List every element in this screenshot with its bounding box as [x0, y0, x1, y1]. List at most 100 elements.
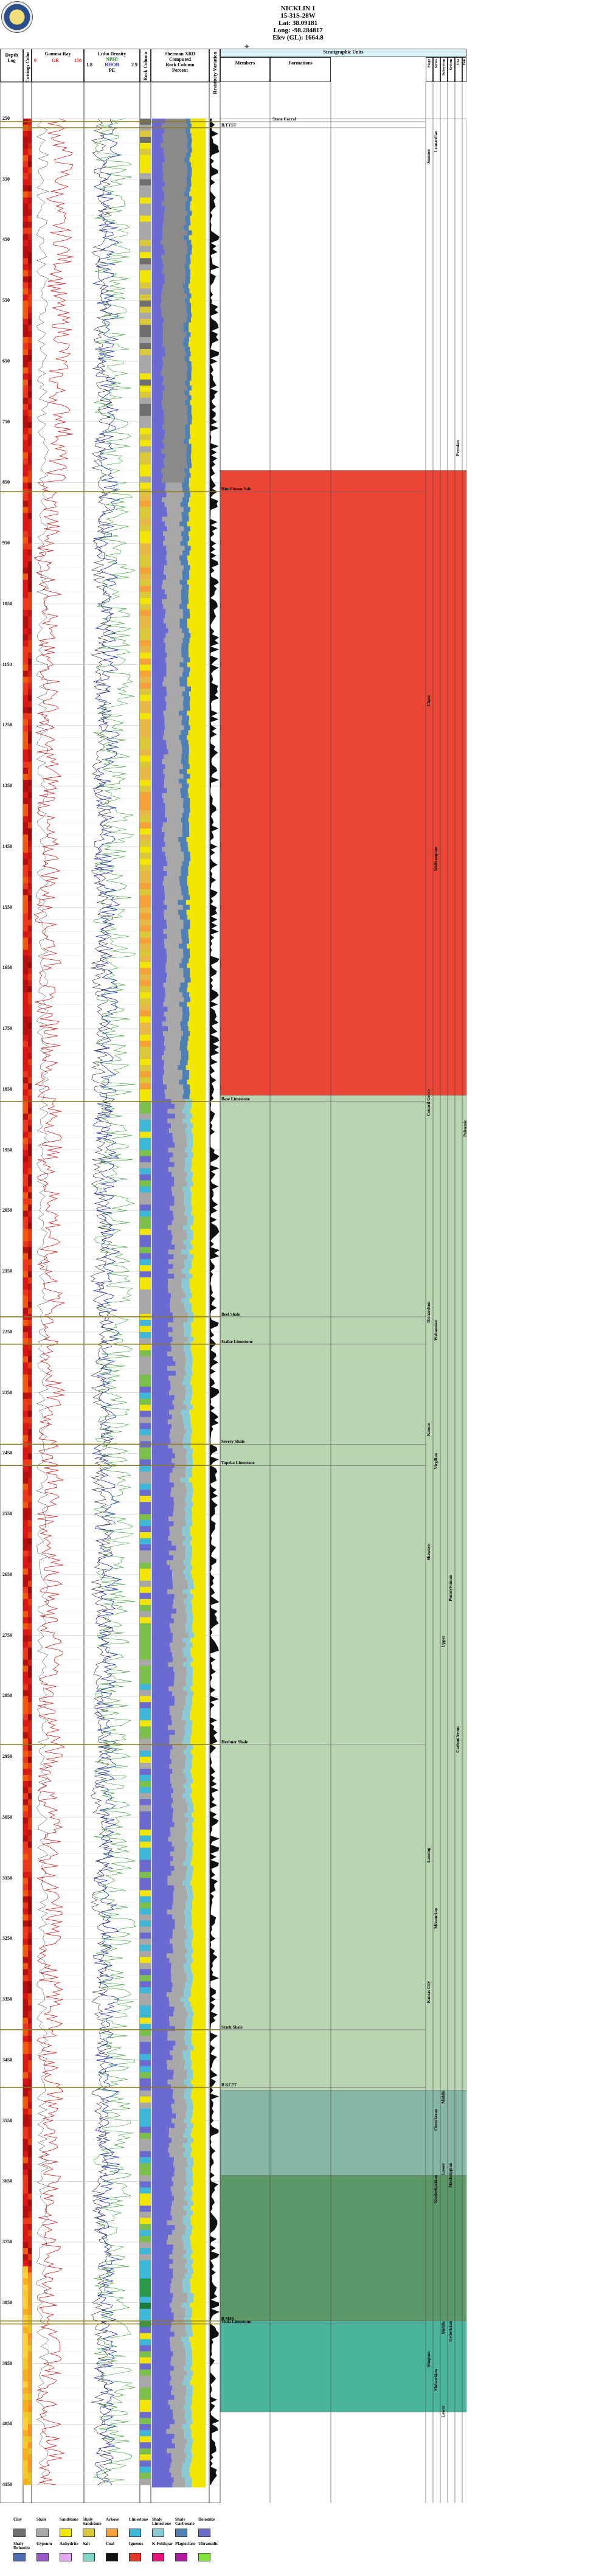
rock-column-cell	[140, 810, 151, 817]
xrd-bar-segment	[168, 628, 182, 634]
log-color-cell	[23, 628, 28, 635]
xrd-bar-segment	[152, 1327, 173, 1333]
xrd-bar-segment	[192, 2482, 206, 2488]
xrd-bar-segment	[185, 1904, 193, 1910]
xrd-bar-segment	[192, 2099, 206, 2105]
xrd-bar-segment	[187, 769, 206, 774]
xrd-bar-segment	[174, 1181, 187, 1187]
legend-swatch	[36, 2553, 49, 2561]
log-color-cell	[23, 2175, 28, 2182]
xrd-bar-segment	[152, 1914, 173, 1920]
xrd-bar-segment	[164, 565, 184, 571]
rock-column-cell	[140, 136, 151, 144]
rock-column-cell	[140, 1635, 151, 1642]
xrd-bar-segment	[185, 2400, 193, 2405]
log-color-cell	[23, 2035, 28, 2043]
xrd-bar-segment	[192, 1293, 206, 1299]
xrd-bar-segment	[189, 628, 206, 634]
xrd-bar-segment	[164, 128, 185, 134]
xrd-bar-segment	[190, 215, 206, 221]
log-color-cell	[23, 998, 28, 1005]
xrd-bar-segment	[152, 2089, 173, 2095]
xrd-bar-segment	[164, 147, 188, 153]
xrd-bar-segment	[152, 2356, 172, 2361]
xrd-bar-segment	[172, 1904, 186, 1910]
xrd-bar-segment	[184, 2196, 192, 2201]
xrd-bar-segment	[170, 2050, 183, 2056]
xrd-bar-segment	[187, 2258, 193, 2265]
xrd-bar-segment	[152, 890, 165, 896]
log-color-cell	[23, 1435, 28, 1442]
log-color-cell	[23, 1077, 28, 1084]
xrd-bar-segment	[190, 1662, 206, 1667]
xrd-bar-segment	[188, 870, 206, 877]
xrd-bar-segment	[152, 1361, 176, 1367]
rock-column-cell	[140, 2406, 151, 2412]
log-color-cell	[23, 701, 28, 708]
xrd-bar-segment	[182, 1793, 191, 1799]
rock-column-cell	[140, 1235, 151, 1241]
xrd-bar-segment	[190, 953, 206, 959]
xrd-bar-segment	[152, 2317, 174, 2323]
xrd-bar-segment	[170, 1749, 184, 1755]
xrd-bar-segment	[182, 749, 189, 755]
rock-column-cell	[140, 1059, 151, 1066]
xrd-bar-segment	[152, 2482, 173, 2488]
xrd-bar-segment	[184, 1812, 192, 1818]
xrd-bar-segment	[166, 662, 180, 668]
xrd-bar-segment	[165, 1094, 183, 1100]
depth-label: 950	[2, 540, 10, 546]
rock-column-cell	[140, 1374, 151, 1381]
log-color-cell	[23, 725, 28, 732]
xrd-bar-segment	[152, 909, 164, 915]
xrd-bar-segment	[190, 2254, 206, 2260]
xrd-bar-segment	[152, 1628, 171, 1633]
xrd-bar-segment	[152, 943, 165, 949]
xrd-bar-segment	[191, 443, 206, 450]
crosshair-icon[interactable]: ⌖	[244, 43, 249, 52]
xrd-bar-segment	[152, 1477, 170, 1483]
log-color-cell	[23, 2327, 28, 2334]
legend-label: Igneous	[129, 2541, 144, 2546]
xrd-bar-segment	[162, 356, 184, 362]
xrd-bar-segment	[152, 1274, 175, 1279]
xrd-bar-segment	[152, 1735, 170, 1740]
xrd-bar-segment	[192, 1642, 206, 1648]
xrd-bar-segment	[187, 502, 206, 507]
xrd-bar-segment	[152, 1841, 172, 1847]
xrd-bar-segment	[171, 1123, 187, 1129]
xrd-bar-segment	[187, 366, 192, 372]
xrd-bar-segment	[190, 2050, 206, 2056]
depth-label: 1350	[2, 783, 12, 789]
xrd-bar-segment	[192, 1555, 206, 1561]
xrd-bar-segment	[182, 831, 190, 838]
xrd-bar-segment	[179, 735, 187, 740]
xrd-bar-segment	[168, 1288, 183, 1294]
depth-label: 750	[2, 418, 10, 425]
xrd-bar-segment	[173, 1797, 186, 1804]
xrd-bar-segment	[173, 1512, 186, 1517]
rock-column-cell	[140, 1920, 151, 1927]
xrd-bar-segment	[152, 1482, 174, 1488]
xrd-bar-segment	[173, 2045, 189, 2051]
xrd-bar-segment	[193, 1172, 206, 1177]
log-color-cell	[23, 580, 28, 586]
xrd-bar-segment	[152, 332, 164, 338]
xrd-bar-segment	[170, 1647, 183, 1653]
rock-column-cell	[140, 919, 151, 926]
xrd-bar-segment	[152, 2395, 175, 2400]
xrd-bar-segment	[169, 1434, 184, 1439]
log-color-cell	[23, 1380, 28, 1387]
xrd-bar-segment	[185, 1875, 192, 1881]
xrd-bar-segment	[152, 1774, 171, 1779]
rock-column-cell	[140, 1150, 151, 1157]
xrd-bar-segment	[170, 1302, 185, 1308]
xrd-bar-segment	[152, 1288, 168, 1294]
xrd-bar-segment	[152, 759, 162, 765]
xrd-bar-segment	[173, 2366, 184, 2371]
log-color-cell	[23, 1708, 28, 1715]
xrd-bar-segment	[152, 992, 166, 998]
xrd-bar-segment	[189, 652, 206, 658]
xrd-bar-segment	[192, 1264, 206, 1269]
xrd-bar-segment	[152, 1351, 168, 1357]
